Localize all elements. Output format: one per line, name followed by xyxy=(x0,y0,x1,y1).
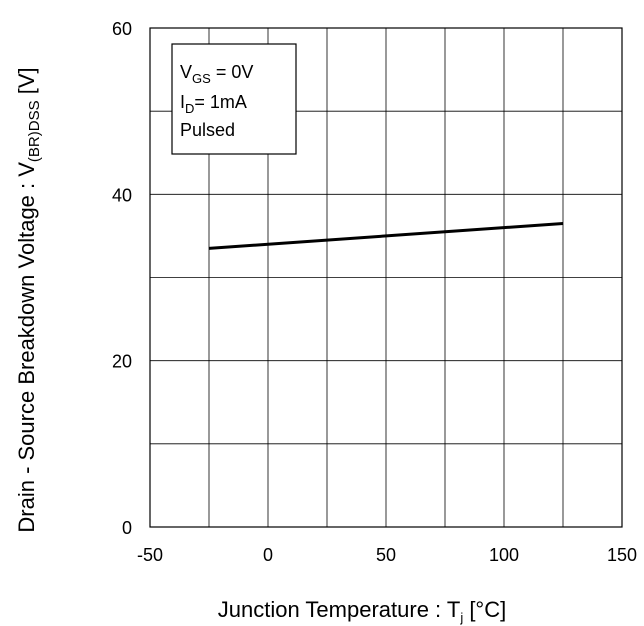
condition-vgs: VGS = 0V xyxy=(180,62,253,86)
x-tick-label: 50 xyxy=(376,545,396,565)
x-tick-label: 0 xyxy=(263,545,273,565)
condition-pulsed: Pulsed xyxy=(180,120,235,140)
plot-frame xyxy=(149,27,623,528)
y-tick-label: 0 xyxy=(122,518,132,538)
y-tick-labels: 0 20 40 60 xyxy=(112,19,132,538)
y-tick-label: 20 xyxy=(112,352,132,372)
y-tick-label: 40 xyxy=(112,185,132,205)
x-axis-title: Junction Temperature : Tj [°C] xyxy=(218,597,506,625)
conditions-box-frame xyxy=(171,43,297,155)
condition-id: ID= 1mA xyxy=(180,92,247,116)
x-tick-label: 100 xyxy=(489,545,519,565)
x-tick-labels: -50 0 50 100 150 xyxy=(137,545,637,565)
series-line xyxy=(208,221,564,250)
y-tick-label: 60 xyxy=(112,19,132,39)
x-tick-label: 150 xyxy=(607,545,637,565)
x-tick-label: -50 xyxy=(137,545,163,565)
y-axis-title: Drain - Source Breakdown Voltage : V(BR)… xyxy=(14,67,43,532)
conditions-box: VGS = 0V ID= 1mA Pulsed xyxy=(171,43,297,155)
series-group xyxy=(208,221,564,250)
